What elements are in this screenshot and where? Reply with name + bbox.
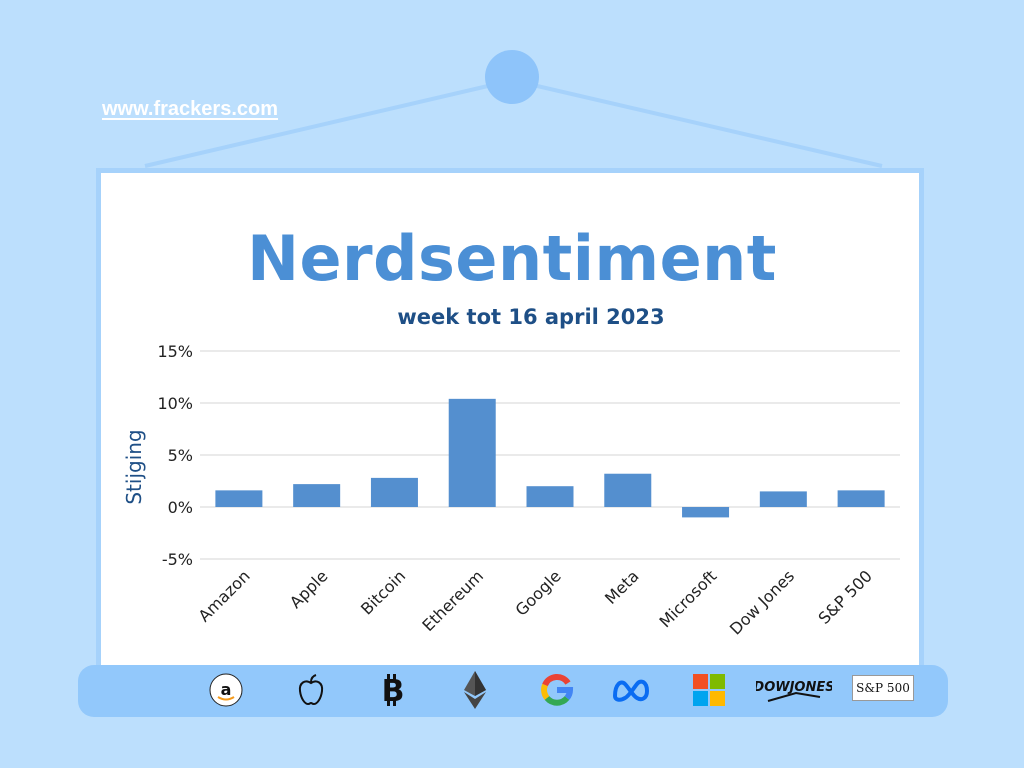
bar xyxy=(759,491,807,507)
bar xyxy=(604,473,652,507)
svg-text:a: a xyxy=(221,680,232,699)
hanger-pin xyxy=(485,50,539,104)
y-axis-label: Stijging xyxy=(122,429,146,504)
chart-board xyxy=(96,168,924,688)
y-tick-label: -5% xyxy=(162,550,193,569)
bitcoin-logo-icon: B xyxy=(373,672,413,708)
dowjones-logo-text: DOWJONES xyxy=(756,680,832,695)
x-tick-label: S&P 500 xyxy=(814,566,875,627)
x-tick-label: Dow Jones xyxy=(726,566,798,638)
x-tick-label: Ethereum xyxy=(418,566,487,635)
x-tick-label: Meta xyxy=(601,566,643,608)
grid-lines xyxy=(200,350,900,560)
y-tick-label: 15% xyxy=(157,342,193,361)
x-tick-label: Bitcoin xyxy=(357,566,409,618)
x-tick-label: Microsoft xyxy=(655,566,720,631)
amazon-logo-icon: a xyxy=(206,672,246,708)
apple-logo-icon xyxy=(291,672,331,708)
bar xyxy=(215,490,263,507)
bar xyxy=(682,507,730,518)
website-link[interactable]: www.frackers.com xyxy=(102,98,279,120)
bar xyxy=(370,477,418,507)
sp500-logo-icon: S&P 500 xyxy=(852,675,914,701)
microsoft-logo-icon xyxy=(689,672,729,708)
x-tick-label: Google xyxy=(511,566,564,619)
bar xyxy=(448,398,496,507)
bar xyxy=(526,486,574,507)
bars xyxy=(215,398,885,518)
svg-text:B: B xyxy=(382,674,405,708)
chart-subtitle: week tot 16 april 2023 xyxy=(397,305,665,329)
bar xyxy=(293,484,341,507)
chart-title: Nerdsentiment xyxy=(247,222,777,295)
x-axis-ticks: Amazon Apple Bitcoin Ethereum Google Meta Micr… xyxy=(195,566,876,638)
y-tick-label: 10% xyxy=(157,394,193,413)
sp500-logo-text: S&P 500 xyxy=(856,681,910,695)
google-logo-icon xyxy=(537,672,577,708)
y-axis-ticks: 15% 10% 5% 0% -5% xyxy=(157,342,193,569)
x-tick-label: Amazon xyxy=(195,566,254,625)
y-tick-label: 0% xyxy=(168,498,193,517)
meta-logo-icon xyxy=(611,672,651,708)
bar xyxy=(837,490,885,507)
x-tick-label: Apple xyxy=(286,566,332,612)
board-hanger xyxy=(144,50,883,168)
y-tick-label: 5% xyxy=(168,446,193,465)
ethereum-logo-icon xyxy=(455,671,495,709)
dowjones-logo-icon: DOWJONES xyxy=(756,672,832,708)
